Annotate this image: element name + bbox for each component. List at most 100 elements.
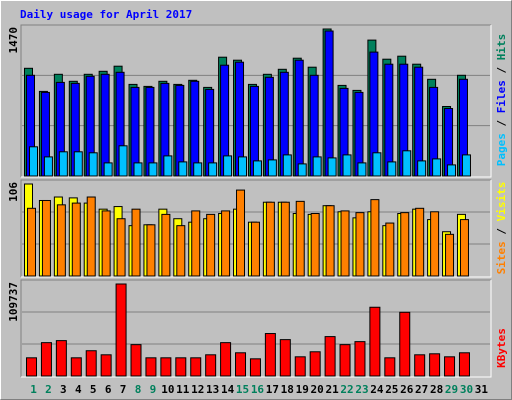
bar	[339, 344, 351, 377]
legend-entry: Visits	[495, 182, 508, 222]
bar	[387, 161, 397, 177]
x-tick-label: 21	[325, 383, 339, 396]
bar	[131, 208, 141, 277]
panel-bevel-light	[21, 25, 492, 178]
bar	[429, 353, 441, 377]
x-tick-label: 15	[236, 383, 249, 396]
bar	[206, 213, 216, 277]
bar	[205, 354, 217, 377]
bar	[29, 146, 38, 177]
x-tick-label: 24	[370, 383, 384, 396]
bar	[70, 357, 82, 377]
bar	[267, 159, 277, 177]
x-tick-label: 3	[60, 383, 67, 396]
bar	[458, 352, 470, 377]
y-tick-label: 106	[7, 182, 20, 202]
bar	[342, 154, 352, 177]
x-tick-label: 14	[221, 383, 235, 396]
bar	[399, 311, 411, 377]
bar	[223, 155, 233, 177]
panel-bevel-light	[21, 180, 492, 278]
bar	[175, 357, 187, 377]
panel-bevel-dark	[20, 279, 491, 377]
bar	[250, 221, 260, 277]
bar	[280, 201, 290, 277]
bar	[461, 154, 471, 177]
x-tick-label: 30	[460, 383, 473, 396]
bar	[369, 306, 381, 377]
x-tick-label: 4	[75, 383, 82, 396]
bar	[324, 30, 334, 177]
bar	[309, 351, 321, 377]
bar	[310, 213, 320, 277]
bar	[402, 150, 412, 177]
y-tick-label: 109737	[7, 282, 20, 322]
bar	[190, 357, 202, 377]
legend-entry: Hits	[495, 34, 508, 61]
x-tick-label: 16	[251, 383, 265, 396]
x-tick-label: 6	[105, 383, 112, 396]
bar	[447, 164, 457, 177]
bar	[85, 350, 97, 377]
bar	[43, 156, 53, 177]
x-tick-label: 11	[176, 383, 190, 396]
bar	[100, 354, 112, 377]
bar	[354, 341, 366, 377]
bar	[340, 210, 350, 277]
bar	[384, 357, 396, 377]
bar	[414, 66, 424, 177]
bar	[118, 145, 128, 177]
legend-entry: Sites	[495, 241, 508, 274]
x-tick-label: 12	[191, 383, 204, 396]
x-tick-label: 25	[385, 383, 398, 396]
x-tick-label: 8	[135, 383, 142, 396]
bar	[101, 210, 111, 277]
bar	[88, 152, 98, 177]
bar	[100, 73, 110, 177]
bar	[130, 344, 142, 377]
x-tick-label: 28	[430, 383, 443, 396]
x-tick-label: 20	[311, 383, 324, 396]
bar	[294, 59, 304, 177]
legend: Pages / Files / Hits	[495, 34, 508, 167]
bar	[145, 357, 157, 377]
bar	[41, 199, 51, 277]
bar	[27, 207, 36, 277]
bar	[372, 152, 382, 177]
x-tick-label: 17	[266, 383, 279, 396]
x-tick-label: 7	[120, 383, 127, 396]
bar	[249, 358, 261, 377]
y-tick-label: 1470	[7, 27, 20, 54]
bar	[324, 336, 336, 377]
bar	[282, 154, 292, 177]
bar	[86, 196, 96, 277]
bar	[73, 151, 83, 177]
bar	[236, 189, 246, 277]
bar	[264, 333, 276, 377]
bar	[327, 157, 337, 177]
legend: KBytes	[495, 328, 508, 368]
bar	[40, 342, 52, 377]
bar	[58, 151, 68, 177]
bar	[193, 162, 203, 177]
bar	[115, 283, 127, 377]
bar	[160, 357, 172, 377]
bar	[312, 156, 322, 177]
bar	[295, 200, 305, 277]
bar	[370, 199, 380, 277]
x-tick-label: 31	[475, 383, 489, 396]
bar	[444, 356, 456, 377]
bar	[252, 160, 262, 177]
x-tick-label: 9	[150, 383, 157, 396]
bar	[26, 357, 37, 377]
bar	[355, 212, 365, 277]
bar	[432, 158, 442, 177]
bar	[103, 162, 113, 177]
bar	[415, 207, 425, 277]
bar	[55, 340, 67, 377]
bar	[146, 224, 156, 277]
bar	[325, 205, 335, 277]
legend-separator: /	[495, 113, 508, 133]
